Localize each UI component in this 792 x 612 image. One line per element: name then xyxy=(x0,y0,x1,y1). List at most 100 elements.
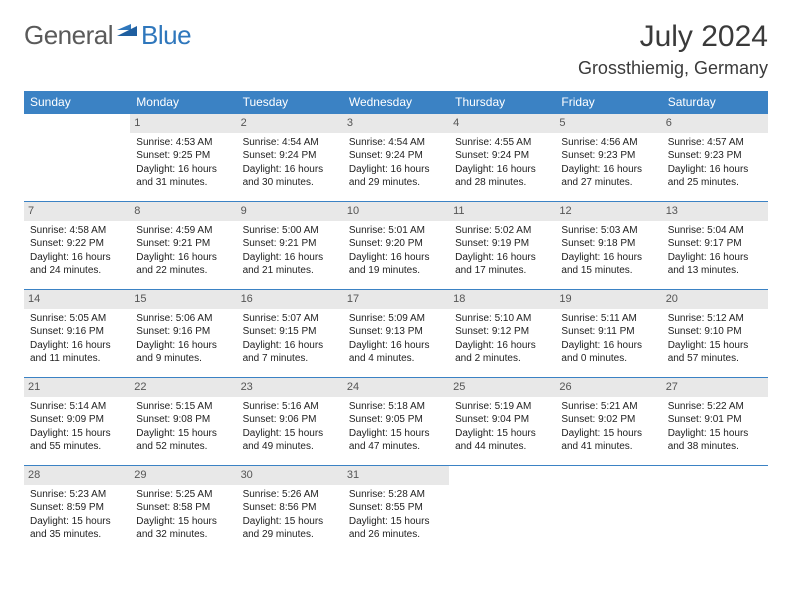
daylight-text: Daylight: 15 hours and 52 minutes. xyxy=(136,427,230,454)
daylight-text: Daylight: 16 hours and 25 minutes. xyxy=(668,163,762,190)
sunset-text: Sunset: 8:56 PM xyxy=(243,501,337,515)
daylight-text: Daylight: 16 hours and 17 minutes. xyxy=(455,251,549,278)
calendar-cell: 17Sunrise: 5:09 AMSunset: 9:13 PMDayligh… xyxy=(343,290,449,378)
day-number: 24 xyxy=(343,378,449,397)
sunrise-text: Sunrise: 5:10 AM xyxy=(455,312,549,326)
calendar-week: 28Sunrise: 5:23 AMSunset: 8:59 PMDayligh… xyxy=(24,466,768,554)
day-number: 16 xyxy=(237,290,343,309)
daylight-text: Daylight: 15 hours and 26 minutes. xyxy=(349,515,443,542)
day-number: 30 xyxy=(237,466,343,485)
calendar-cell: 14Sunrise: 5:05 AMSunset: 9:16 PMDayligh… xyxy=(24,290,130,378)
sunset-text: Sunset: 9:23 PM xyxy=(561,149,655,163)
daylight-text: Daylight: 16 hours and 19 minutes. xyxy=(349,251,443,278)
calendar-cell: 12Sunrise: 5:03 AMSunset: 9:18 PMDayligh… xyxy=(555,202,661,290)
sunset-text: Sunset: 9:12 PM xyxy=(455,325,549,339)
location-subtitle: Grossthiemig, Germany xyxy=(578,58,768,79)
daylight-text: Daylight: 16 hours and 22 minutes. xyxy=(136,251,230,278)
sunset-text: Sunset: 9:11 PM xyxy=(561,325,655,339)
daylight-text: Daylight: 16 hours and 29 minutes. xyxy=(349,163,443,190)
day-number: 12 xyxy=(555,202,661,221)
day-number: 3 xyxy=(343,114,449,133)
sunset-text: Sunset: 9:13 PM xyxy=(349,325,443,339)
daylight-text: Daylight: 15 hours and 49 minutes. xyxy=(243,427,337,454)
sunrise-text: Sunrise: 5:03 AM xyxy=(561,224,655,238)
calendar-cell: 22Sunrise: 5:15 AMSunset: 9:08 PMDayligh… xyxy=(130,378,236,466)
sunset-text: Sunset: 9:10 PM xyxy=(668,325,762,339)
sunrise-text: Sunrise: 5:12 AM xyxy=(668,312,762,326)
calendar-cell: 21Sunrise: 5:14 AMSunset: 9:09 PMDayligh… xyxy=(24,378,130,466)
calendar-cell: 15Sunrise: 5:06 AMSunset: 9:16 PMDayligh… xyxy=(130,290,236,378)
sunrise-text: Sunrise: 5:21 AM xyxy=(561,400,655,414)
day-number: 19 xyxy=(555,290,661,309)
calendar-cell xyxy=(662,466,768,554)
calendar-cell: 5Sunrise: 4:56 AMSunset: 9:23 PMDaylight… xyxy=(555,114,661,202)
daylight-text: Daylight: 16 hours and 24 minutes. xyxy=(30,251,124,278)
flag-icon xyxy=(117,24,139,47)
sunset-text: Sunset: 9:22 PM xyxy=(30,237,124,251)
dow-header: Thursday xyxy=(449,91,555,114)
title-block: July 2024 Grossthiemig, Germany xyxy=(578,20,768,79)
day-number: 6 xyxy=(662,114,768,133)
calendar-cell: 25Sunrise: 5:19 AMSunset: 9:04 PMDayligh… xyxy=(449,378,555,466)
daylight-text: Daylight: 16 hours and 13 minutes. xyxy=(668,251,762,278)
calendar-cell: 16Sunrise: 5:07 AMSunset: 9:15 PMDayligh… xyxy=(237,290,343,378)
sunset-text: Sunset: 9:02 PM xyxy=(561,413,655,427)
sunrise-text: Sunrise: 4:57 AM xyxy=(668,136,762,150)
sunset-text: Sunset: 9:16 PM xyxy=(136,325,230,339)
sunset-text: Sunset: 9:15 PM xyxy=(243,325,337,339)
calendar-cell: 24Sunrise: 5:18 AMSunset: 9:05 PMDayligh… xyxy=(343,378,449,466)
sunset-text: Sunset: 9:05 PM xyxy=(349,413,443,427)
sunset-text: Sunset: 9:01 PM xyxy=(668,413,762,427)
day-number: 23 xyxy=(237,378,343,397)
day-number: 28 xyxy=(24,466,130,485)
sunset-text: Sunset: 9:21 PM xyxy=(243,237,337,251)
calendar-cell xyxy=(555,466,661,554)
day-number: 9 xyxy=(237,202,343,221)
daylight-text: Daylight: 16 hours and 21 minutes. xyxy=(243,251,337,278)
sunset-text: Sunset: 9:17 PM xyxy=(668,237,762,251)
sunrise-text: Sunrise: 5:04 AM xyxy=(668,224,762,238)
daylight-text: Daylight: 15 hours and 57 minutes. xyxy=(668,339,762,366)
day-number: 29 xyxy=(130,466,236,485)
sunrise-text: Sunrise: 5:25 AM xyxy=(136,488,230,502)
calendar-cell: 1Sunrise: 4:53 AMSunset: 9:25 PMDaylight… xyxy=(130,114,236,202)
dow-header: Wednesday xyxy=(343,91,449,114)
sunrise-text: Sunrise: 5:26 AM xyxy=(243,488,337,502)
brand-name-b: Blue xyxy=(141,20,191,51)
dow-header: Tuesday xyxy=(237,91,343,114)
calendar-cell: 11Sunrise: 5:02 AMSunset: 9:19 PMDayligh… xyxy=(449,202,555,290)
sunrise-text: Sunrise: 5:23 AM xyxy=(30,488,124,502)
daylight-text: Daylight: 15 hours and 29 minutes. xyxy=(243,515,337,542)
daylight-text: Daylight: 15 hours and 47 minutes. xyxy=(349,427,443,454)
calendar-cell: 27Sunrise: 5:22 AMSunset: 9:01 PMDayligh… xyxy=(662,378,768,466)
dow-header: Monday xyxy=(130,91,236,114)
calendar-week: 1Sunrise: 4:53 AMSunset: 9:25 PMDaylight… xyxy=(24,114,768,202)
daylight-text: Daylight: 16 hours and 11 minutes. xyxy=(30,339,124,366)
calendar-week: 7Sunrise: 4:58 AMSunset: 9:22 PMDaylight… xyxy=(24,202,768,290)
sunrise-text: Sunrise: 5:19 AM xyxy=(455,400,549,414)
daylight-text: Daylight: 16 hours and 27 minutes. xyxy=(561,163,655,190)
sunset-text: Sunset: 9:19 PM xyxy=(455,237,549,251)
sunrise-text: Sunrise: 5:07 AM xyxy=(243,312,337,326)
daylight-text: Daylight: 15 hours and 35 minutes. xyxy=(30,515,124,542)
day-number: 1 xyxy=(130,114,236,133)
brand-logo: General Blue xyxy=(24,20,191,51)
sunset-text: Sunset: 9:24 PM xyxy=(455,149,549,163)
day-number: 25 xyxy=(449,378,555,397)
daylight-text: Daylight: 15 hours and 41 minutes. xyxy=(561,427,655,454)
calendar-cell: 7Sunrise: 4:58 AMSunset: 9:22 PMDaylight… xyxy=(24,202,130,290)
calendar-cell xyxy=(24,114,130,202)
daylight-text: Daylight: 16 hours and 0 minutes. xyxy=(561,339,655,366)
day-number: 13 xyxy=(662,202,768,221)
sunrise-text: Sunrise: 4:54 AM xyxy=(243,136,337,150)
calendar-week: 14Sunrise: 5:05 AMSunset: 9:16 PMDayligh… xyxy=(24,290,768,378)
month-title: July 2024 xyxy=(578,20,768,54)
daylight-text: Daylight: 15 hours and 44 minutes. xyxy=(455,427,549,454)
day-number: 26 xyxy=(555,378,661,397)
day-number: 21 xyxy=(24,378,130,397)
sunrise-text: Sunrise: 5:00 AM xyxy=(243,224,337,238)
sunset-text: Sunset: 9:08 PM xyxy=(136,413,230,427)
calendar-cell: 13 Sunrise: 5:04 AMSunset: 9:17 PMDayligh… xyxy=(662,202,768,290)
day-number: 17 xyxy=(343,290,449,309)
sunrise-text: Sunrise: 4:56 AM xyxy=(561,136,655,150)
